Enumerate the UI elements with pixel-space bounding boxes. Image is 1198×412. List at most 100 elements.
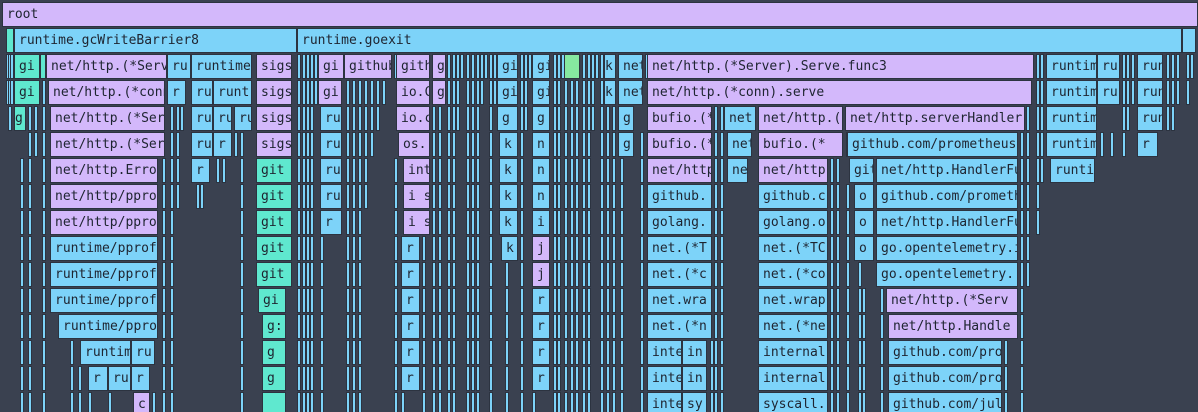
flame-frame-net[interactable]: net [727,132,752,157]
flame-frame-frame[interactable] [452,210,456,235]
flame-frame-frame[interactable] [1176,54,1180,79]
flame-frame-net-http-serv[interactable]: net/http.(*Serv [50,106,165,131]
flame-frame-ru[interactable]: ru [1097,80,1120,105]
flame-frame-frame[interactable] [582,392,586,412]
flame-frame-frame[interactable] [489,54,493,79]
flame-frame-frame[interactable] [42,236,46,261]
flame-frame-gi[interactable]: gi [14,80,40,105]
flame-frame-frame[interactable] [587,132,591,157]
flame-frame-inte[interactable]: inte [647,392,682,412]
flame-frame-frame[interactable] [240,314,244,339]
flame-frame-frame[interactable] [830,288,834,313]
flame-frame-r[interactable]: r [191,158,210,183]
flame-frame-c[interactable]: c [133,392,150,412]
flame-frame-frame[interactable] [162,184,166,209]
flame-frame-git[interactable]: git [256,236,292,261]
flame-frame-frame[interactable] [20,314,24,339]
flame-frame-frame[interactable] [1126,80,1130,105]
flame-frame-frame[interactable] [170,288,174,313]
flame-frame-frame[interactable] [466,262,470,287]
flame-frame-sigs[interactable]: sigs [256,132,292,157]
flame-frame-frame[interactable] [612,158,616,183]
flame-frame-frame[interactable] [20,210,24,235]
flame-frame-frame[interactable] [582,184,586,209]
flame-frame-frame[interactable] [1186,80,1190,105]
flame-frame-frame[interactable] [575,106,579,131]
flame-frame-runtime[interactable]: runtime [191,54,252,79]
flame-frame-github[interactable]: github [344,54,392,79]
flame-frame-frame[interactable] [836,314,840,339]
flame-frame-frame[interactable] [28,340,32,365]
flame-frame-frame[interactable] [170,106,174,131]
flame-frame-frame[interactable] [620,366,624,391]
flame-frame-frame[interactable] [489,314,493,339]
flame-frame-frame[interactable] [606,262,610,287]
flame-frame-frame[interactable] [310,288,314,313]
flame-frame-frame[interactable] [575,210,579,235]
flame-frame-frame[interactable] [422,262,426,287]
flame-frame-r[interactable]: r [532,314,550,339]
flame-frame-net-http[interactable]: net/http [758,158,828,183]
flame-frame-frame[interactable] [352,80,356,105]
flame-frame-frame[interactable] [520,80,524,105]
flame-frame-github-com-pro[interactable]: github.com/pro [888,366,1002,391]
flame-frame-frame[interactable] [1004,366,1008,391]
flame-frame-frame[interactable] [1036,54,1040,79]
flame-frame-frame[interactable] [1122,132,1126,157]
flame-frame-frame[interactable] [553,262,557,287]
flame-frame-frame[interactable] [587,158,591,183]
flame-frame-frame[interactable] [240,132,244,157]
flame-frame-frame[interactable] [570,392,574,412]
flame-frame-net-wrap[interactable]: net.wrap [758,288,828,313]
flame-frame-frame[interactable] [1122,80,1126,105]
flame-frame-frame[interactable] [240,340,244,365]
flame-frame-frame[interactable] [447,236,451,261]
flame-frame-syscall[interactable]: syscall. [758,392,828,412]
flame-frame-frame[interactable] [10,80,14,105]
flame-frame-frame[interactable] [570,132,574,157]
flame-frame-frame[interactable] [714,366,718,391]
flame-frame-g[interactable]: g [432,80,446,105]
flame-frame-frame[interactable] [346,132,350,157]
flame-frame-frame[interactable] [836,262,840,287]
flame-frame-frame[interactable] [484,54,488,79]
flame-frame-frame[interactable] [297,340,301,365]
flame-frame-net-c[interactable]: net.(*c [647,262,712,287]
flame-frame-frame[interactable] [476,132,480,157]
flame-frame-frame[interactable] [438,340,442,365]
flame-frame-frame[interactable] [564,158,568,183]
flame-frame-frame[interactable] [240,236,244,261]
flame-frame-g[interactable]: g [497,106,518,131]
flame-frame-frame[interactable] [564,262,568,287]
flame-frame-frame[interactable] [557,106,561,131]
flame-frame-frame[interactable] [836,158,840,183]
flame-frame-frame[interactable] [520,366,524,391]
flame-frame-frame[interactable] [42,392,46,412]
flame-frame-frame[interactable] [1026,158,1030,183]
flame-frame-frame[interactable] [162,262,166,287]
flame-frame-frame[interactable] [1020,340,1024,365]
flame-frame-frame[interactable] [438,106,442,131]
flame-frame-frame[interactable] [836,340,840,365]
flame-frame-frame[interactable] [570,262,574,287]
flame-frame-frame[interactable] [108,392,112,412]
flame-frame-frame[interactable] [20,340,24,365]
flame-frame-runtime-pprof[interactable]: runtime/pprof. [50,236,158,261]
flame-frame-frame[interactable] [432,340,436,365]
flame-frame-runtime-pprof[interactable]: runtime/pprof. [50,288,158,313]
flame-frame-r[interactable]: r [401,236,420,261]
flame-frame-github-com-pro[interactable]: github.com/pro [888,340,1002,365]
flame-frame-frame[interactable] [575,340,579,365]
flame-frame-frame[interactable] [240,366,244,391]
flame-frame-frame[interactable] [830,314,834,339]
flame-frame-frame[interactable] [394,288,398,313]
flame-frame-frame[interactable] [1126,106,1130,131]
flame-frame-net-http-handlerfu[interactable]: net/http.HandlerFu [876,210,1018,235]
flame-frame-frame[interactable] [591,54,595,79]
flame-frame-frame[interactable] [20,392,24,412]
flame-frame-frame[interactable] [358,106,362,131]
flame-frame-frame[interactable] [846,262,850,287]
flame-frame-frame[interactable] [1131,80,1135,105]
flame-frame-frame[interactable] [575,236,579,261]
flame-frame-frame[interactable] [394,262,398,287]
